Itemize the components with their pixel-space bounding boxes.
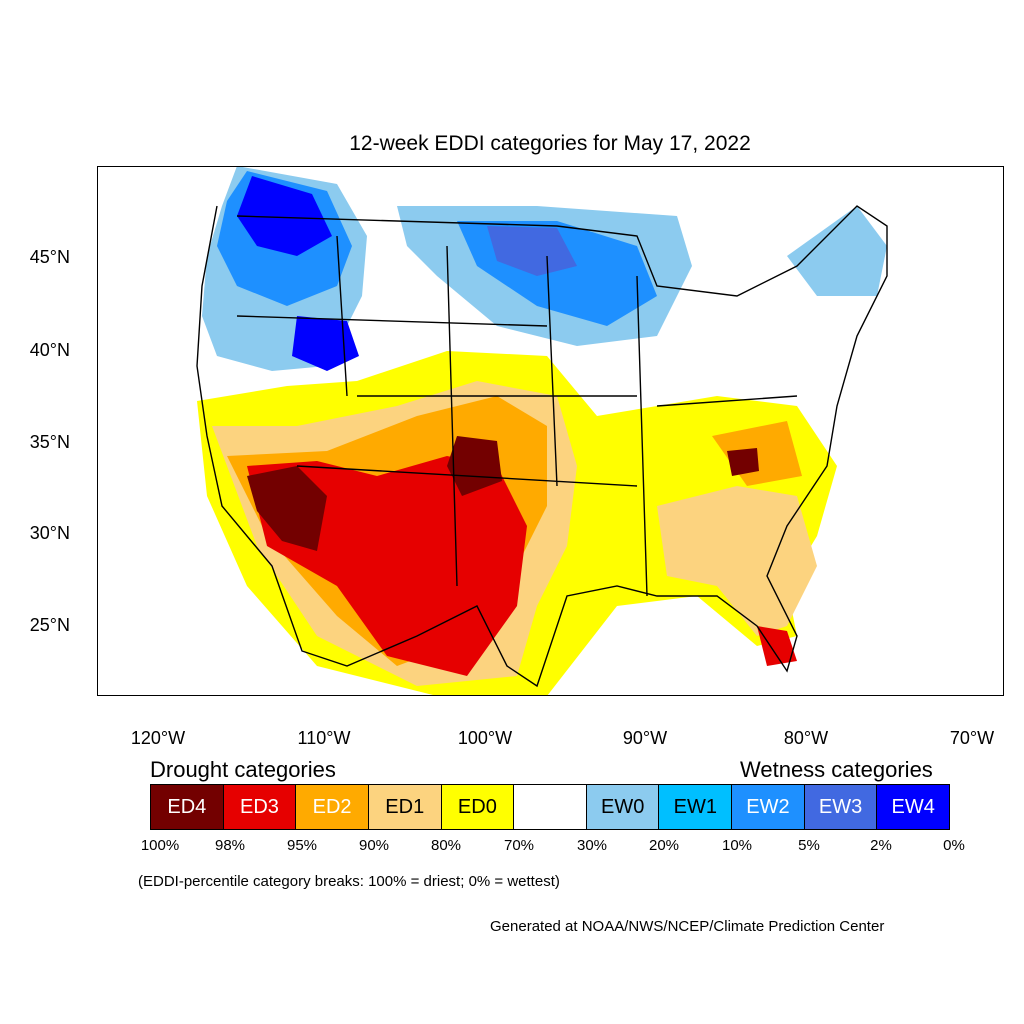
legend-cell-ew1: EW1 — [659, 785, 733, 829]
legend-cell-ed2: ED2 — [296, 785, 369, 829]
break-label: 98% — [214, 837, 246, 854]
us-outline — [196, 205, 888, 688]
break-label: 80% — [430, 837, 462, 854]
panhandle-ed4 — [447, 436, 502, 496]
lat-label-30: 30°N — [29, 523, 70, 543]
lon-label-120: 120°W — [130, 728, 186, 748]
legend-cell-ed1: ED1 — [368, 785, 442, 829]
legend-cell-ew0: EW0 — [586, 785, 660, 829]
new-england-wet — [787, 206, 887, 296]
break-label: 95% — [286, 837, 318, 854]
break-label: 5% — [798, 837, 820, 854]
washington-very-wet — [237, 176, 332, 256]
wetness-categories-title: Wetness categories — [740, 757, 933, 782]
legend-cell-ew3: EW3 — [804, 785, 878, 829]
lon-label-90: 90°W — [622, 728, 668, 748]
break-label: 90% — [358, 837, 390, 854]
north-dakota-very-wet — [487, 226, 577, 276]
florida-ed3 — [757, 626, 797, 666]
legend-cell-ew2: EW2 — [732, 785, 805, 829]
legend-cell-ed4: ED4 — [151, 785, 224, 829]
break-label: 30% — [576, 837, 608, 854]
appalachia-ed4 — [727, 448, 759, 476]
lon-label-100: 100°W — [457, 728, 513, 748]
southeast-ed1 — [657, 486, 817, 636]
lat-label-45: 45°N — [29, 247, 70, 267]
arizona-ed4 — [247, 466, 327, 551]
drought-categories-title: Drought categories — [150, 757, 336, 782]
break-label: 20% — [648, 837, 680, 854]
lon-label-110: 110°W — [297, 728, 351, 748]
legend-cell-ed0: ED0 — [441, 785, 515, 829]
break-label: 10% — [721, 837, 753, 854]
drought-regions — [197, 351, 837, 696]
break-label: 2% — [870, 837, 892, 854]
lon-label-80: 80°W — [783, 728, 829, 748]
map-boundaries — [196, 205, 888, 688]
wetness-regions — [202, 166, 887, 371]
state-lines — [236, 235, 798, 597]
break-label: 70% — [503, 837, 535, 854]
lat-label-40: 40°N — [29, 340, 70, 360]
break-label: 0% — [943, 837, 965, 854]
lat-label-25: 25°N — [29, 615, 70, 635]
lat-label-35: 35°N — [29, 432, 70, 452]
break-label: 100% — [140, 837, 180, 854]
legend-cell-ed3: ED3 — [223, 785, 297, 829]
lon-label-70: 70°W — [949, 728, 995, 748]
map-panel — [97, 166, 1004, 696]
legend-cell-neutral — [514, 785, 587, 829]
category-legend: ED4 ED3 ED2 ED1 ED0 EW0 EW1 EW2 EW3 EW4 — [150, 784, 950, 830]
legend-cell-ew4: EW4 — [877, 785, 950, 829]
credit-line: Generated at NOAA/NWS/NCEP/Climate Predi… — [490, 918, 885, 935]
category-break-note: (EDDI-percentile category breaks: 100% =… — [138, 873, 560, 890]
map-title: 12-week EDDI categories for May 17, 2022 — [349, 132, 751, 155]
